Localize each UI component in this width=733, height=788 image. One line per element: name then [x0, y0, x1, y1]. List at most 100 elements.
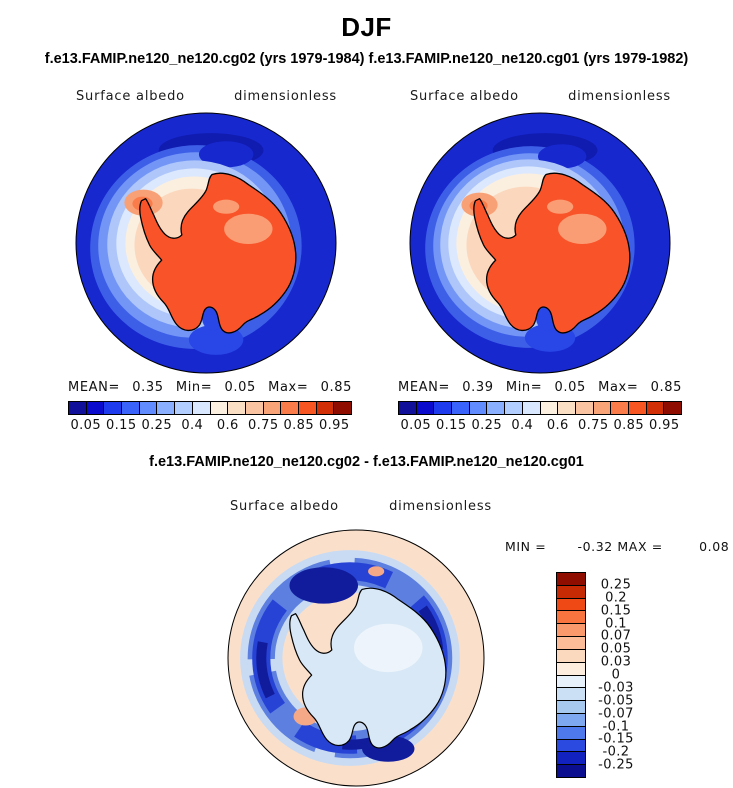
diff-units-label: dimensionless	[389, 499, 492, 514]
colorbar-box	[574, 402, 593, 414]
colorbar-box	[315, 402, 334, 414]
colorbar-box	[557, 700, 585, 713]
diff-min-value: -0.32	[577, 539, 613, 554]
colorbar-box	[557, 674, 585, 688]
interior-light-patch-1	[224, 213, 273, 245]
colorbar-box	[557, 623, 585, 637]
tick-label: -0.05	[598, 693, 634, 709]
colorbar-box	[557, 751, 585, 765]
tick-label: 0.15	[105, 418, 137, 433]
interior-light-patch-1	[558, 213, 607, 245]
colorbar-box	[557, 648, 585, 662]
tick-label: 0.75	[577, 418, 609, 433]
tick-label: 0.85	[613, 418, 645, 433]
diff-colorbar-ticks: 0.25 0.2 0.15 0.1 0.07 0.05 0.03 0 -0.03 -0.05 -0.…	[590, 572, 642, 778]
right-variable-label: Surface albedo	[410, 89, 519, 104]
colorbar-box	[557, 402, 575, 414]
antarctica-continent	[139, 172, 297, 334]
tick-label: 0.15	[600, 603, 632, 619]
colorbar-box	[121, 402, 139, 414]
colorbar-box	[433, 402, 452, 414]
colorbar-box	[539, 402, 558, 414]
mean-value: 0.39	[462, 380, 494, 395]
tick-label: 0.6	[216, 418, 239, 433]
interior-light-patch-2	[547, 199, 574, 214]
colorbar-box	[451, 402, 469, 414]
tick-label: 0.4	[511, 418, 534, 433]
diff-minmax-row: MIN = -0.32 MAX = 0.08	[505, 539, 729, 554]
map-left-layers	[76, 113, 336, 373]
map-boundary-circle	[227, 529, 485, 787]
colorbar-box	[610, 402, 628, 414]
min-label: Min=	[175, 380, 213, 395]
diff-title: f.e13.FAMIP.ne120_ne120.cg02 - f.e13.FAM…	[149, 454, 584, 470]
mean-label: MEAN=	[398, 380, 450, 395]
diff-map-layers	[228, 530, 484, 786]
diff-min-label: MIN =	[505, 539, 551, 554]
colorbar-box	[209, 402, 228, 414]
page-title: DJF	[341, 12, 392, 42]
max-label: Max=	[598, 380, 639, 395]
colorbar-box	[85, 402, 104, 414]
colorbar-box	[557, 661, 585, 675]
colorbar-box	[663, 402, 681, 414]
diff-panel-label-row: Surface albedo dimensionless	[230, 499, 492, 514]
case-subtitle: f.e13.FAMIP.ne120_ne120.cg02 (yrs 1979-1…	[44, 51, 689, 67]
colorbar-box	[156, 402, 175, 414]
min-label: Min=	[505, 380, 543, 395]
diff-variable-label: Surface albedo	[230, 499, 339, 514]
tick-label: 0.6	[546, 418, 569, 433]
colorbar-box	[415, 402, 434, 414]
colorbar-box	[486, 402, 505, 414]
colorbar-box	[69, 402, 86, 414]
colorbar-box	[645, 402, 664, 414]
tick-label: 0.85	[283, 418, 315, 433]
mean-value: 0.35	[132, 380, 164, 395]
colorbar-box	[557, 584, 585, 598]
interior-light-patch-2	[213, 199, 240, 214]
antarctica-continent	[473, 172, 631, 334]
colorbar-box	[557, 610, 585, 624]
colorbar-box	[557, 764, 585, 777]
ocean-intrusion-north	[198, 141, 254, 168]
colorbar-box	[333, 402, 351, 414]
left-albedo-colorbar-ticks: 0.05 0.15 0.25 0.4 0.6 0.75 0.85 0.95	[68, 418, 352, 433]
map-boundary-circle	[75, 112, 337, 374]
tick-label: -0.1	[602, 719, 630, 734]
colorbar-box	[557, 687, 585, 701]
tick-label: 0.25	[141, 418, 173, 433]
tick-label: 0.05	[600, 641, 632, 657]
left-stats-row: MEAN= 0.35 Min= 0.05 Max= 0.85	[68, 380, 352, 395]
colorbar-box	[244, 402, 263, 414]
warm-spot-north	[368, 566, 385, 577]
tick-label: 0.4	[181, 418, 204, 433]
tick-label: 0.07	[600, 628, 632, 644]
max-value: 0.85	[320, 380, 352, 395]
dark-patch-northwest	[289, 567, 359, 604]
colorbar-box	[262, 402, 281, 414]
tick-label: 0.1	[605, 616, 627, 631]
colorbar-box	[557, 636, 585, 649]
tick-label: -0.2	[602, 744, 630, 760]
min-value: 0.05	[554, 380, 586, 395]
left-variable-label: Surface albedo	[76, 89, 185, 104]
tick-label: -0.15	[598, 731, 634, 747]
colorbar-box	[103, 402, 122, 414]
tick-label: 0.95	[318, 418, 350, 433]
colorbar-box	[227, 402, 245, 414]
diff-max-label: MAX =	[612, 539, 668, 554]
tick-label: -0.25	[598, 757, 634, 773]
albedo-map-right	[409, 112, 671, 374]
tick-label: 0.75	[247, 418, 279, 433]
left-albedo-colorbar	[68, 401, 352, 415]
map-boundary-circle	[409, 112, 671, 374]
colorbar-box	[399, 402, 416, 414]
tick-label: 0.15	[435, 418, 467, 433]
albedo-map-left	[75, 112, 337, 374]
colorbar-box	[297, 402, 316, 414]
colorbar-box	[191, 402, 210, 414]
colorbar-box	[557, 573, 585, 585]
tick-label: 0.05	[70, 418, 102, 433]
colorbar-box	[504, 402, 522, 414]
